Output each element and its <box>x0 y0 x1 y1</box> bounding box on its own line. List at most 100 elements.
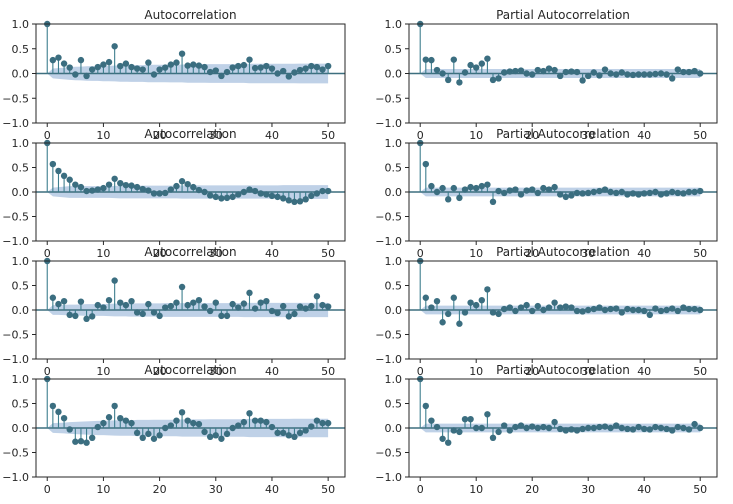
stem-marker-lag-37 <box>624 425 631 433</box>
stem-marker-lag-39 <box>635 306 642 314</box>
stem-marker-lag-8 <box>461 309 469 316</box>
stem-marker-lag-8 <box>88 187 96 194</box>
y-tick-label: 0.0 <box>385 186 403 199</box>
stem-marker-lag-13 <box>117 299 124 306</box>
stem-marker-lag-28 <box>573 189 581 197</box>
stem-marker-lag-35 <box>613 71 620 78</box>
stem-marker-lag-4 <box>66 311 73 319</box>
stem-marker-lag-48 <box>685 305 693 313</box>
panel-2-1: −1.0 −0.5 0.0 0.5 1.0 0 10 20 30 40 50 <box>375 255 718 378</box>
stem-marker-lag-3 <box>433 66 441 74</box>
stem-marker-lag-44 <box>291 198 298 205</box>
stem-marker-lag-40 <box>641 307 648 315</box>
stem-marker-lag-3 <box>60 415 68 422</box>
stem-marker-lag-50 <box>697 187 704 195</box>
stem-marker-lag-13 <box>489 76 497 84</box>
stem-marker-lag-26 <box>562 427 569 434</box>
stem-marker-lag-10 <box>100 419 107 427</box>
stem-marker-lag-6 <box>77 298 85 305</box>
stem-marker-lag-43 <box>657 424 665 432</box>
stem-marker-lag-24 <box>178 283 186 291</box>
stem-marker-lag-32 <box>223 312 231 320</box>
stem-marker-lag-12 <box>484 181 491 188</box>
stem-marker-lag-14 <box>495 310 502 318</box>
stem-marker-lag-49 <box>319 301 326 309</box>
stem-marker-lag-18 <box>145 430 152 438</box>
stem-marker-lag-24 <box>551 299 558 306</box>
stem-marker-lag-45 <box>296 429 304 437</box>
stem-marker-lag-2 <box>55 167 62 175</box>
stem-marker-lag-13 <box>117 62 124 70</box>
y-tick-label: −1.0 <box>2 353 29 366</box>
stem-marker-lag-11 <box>105 58 113 66</box>
stem-marker-lag-12 <box>111 402 118 410</box>
stem-marker-lag-16 <box>133 183 141 191</box>
stem-marker-lag-29 <box>579 425 586 433</box>
stem-marker-lag-37 <box>624 71 631 78</box>
stem-marker-lag-30 <box>212 299 219 306</box>
y-tick-label: 1.0 <box>385 18 403 31</box>
x-tick-label: 50 <box>693 483 707 496</box>
stem-marker-lag-50 <box>697 70 704 77</box>
stem-marker-lag-11 <box>478 297 485 304</box>
y-tick-label: −1.0 <box>375 353 402 366</box>
stem-marker-lag-48 <box>685 188 693 196</box>
stem-marker-lag-34 <box>235 422 242 429</box>
stem-marker-lag-20 <box>529 71 536 78</box>
stem-marker-lag-12 <box>484 411 491 418</box>
stem-marker-lag-20 <box>156 66 163 73</box>
stem-marker-lag-13 <box>117 179 124 187</box>
stem-marker-lag-18 <box>145 59 152 66</box>
stem-marker-lag-36 <box>246 410 253 417</box>
stem-marker-lag-25 <box>184 180 191 188</box>
stem-marker-lag-6 <box>450 294 457 301</box>
stem-marker-lag-11 <box>478 182 485 190</box>
stem-marker-lag-40 <box>641 425 648 433</box>
y-tick-label: 0.5 <box>385 43 403 56</box>
stem-marker-lag-47 <box>308 192 315 200</box>
stem-marker-lag-7 <box>83 315 90 323</box>
stem-marker-lag-2 <box>428 182 435 190</box>
stem-marker-lag-3 <box>433 188 441 196</box>
stem-marker-lag-12 <box>111 43 118 50</box>
stem-marker-lag-20 <box>156 190 163 197</box>
stem-marker-lag-19 <box>150 309 158 316</box>
stem-marker-lag-33 <box>601 306 609 314</box>
stem-marker-lag-43 <box>285 313 293 320</box>
stem-marker-lag-35 <box>240 300 248 307</box>
stem-marker-lag-24 <box>551 183 558 191</box>
stem-marker-lag-20 <box>529 423 536 430</box>
stem-marker-lag-36 <box>618 309 625 316</box>
stem-marker-lag-18 <box>517 422 525 429</box>
stem-marker-lag-45 <box>296 198 304 205</box>
x-tick-label: 10 <box>469 483 483 496</box>
stem-marker-lag-3 <box>60 172 68 180</box>
stem-marker-lag-40 <box>641 190 648 197</box>
stem-marker-lag-27 <box>568 426 575 433</box>
stem-marker-lag-11 <box>105 297 113 304</box>
x-tick-label: 50 <box>693 365 707 378</box>
stem-marker-lag-43 <box>657 70 665 77</box>
stem-marker-lag-30 <box>585 424 592 432</box>
stem-marker-lag-38 <box>629 426 637 433</box>
stem-marker-lag-17 <box>512 67 519 75</box>
x-tick-label: 40 <box>265 365 279 378</box>
stem-marker-lag-15 <box>128 419 135 427</box>
stem-marker-lag-19 <box>523 70 530 77</box>
panel-3-0: −1.0 −0.5 0.0 0.5 1.0 0 10 20 30 40 50 <box>2 373 346 496</box>
x-tick-label: 30 <box>581 483 595 496</box>
stem-marker-lag-33 <box>601 186 609 193</box>
stem-marker-lag-6 <box>450 427 457 434</box>
x-tick-label: 20 <box>153 365 167 378</box>
stem-marker-lag-31 <box>218 72 225 80</box>
panel-title: Partial Autocorrelation <box>496 8 630 22</box>
stem-marker-lag-2 <box>55 300 62 308</box>
stem-marker-lag-38 <box>629 190 637 197</box>
stem-marker-lag-6 <box>450 184 457 192</box>
y-tick-label: −0.5 <box>2 447 29 460</box>
x-tick-label: 30 <box>581 129 595 142</box>
panel-title: Autocorrelation <box>144 245 236 259</box>
stem-marker-lag-23 <box>173 59 180 66</box>
stem-marker-lag-17 <box>139 185 146 193</box>
y-tick-label: 0.5 <box>385 280 403 293</box>
